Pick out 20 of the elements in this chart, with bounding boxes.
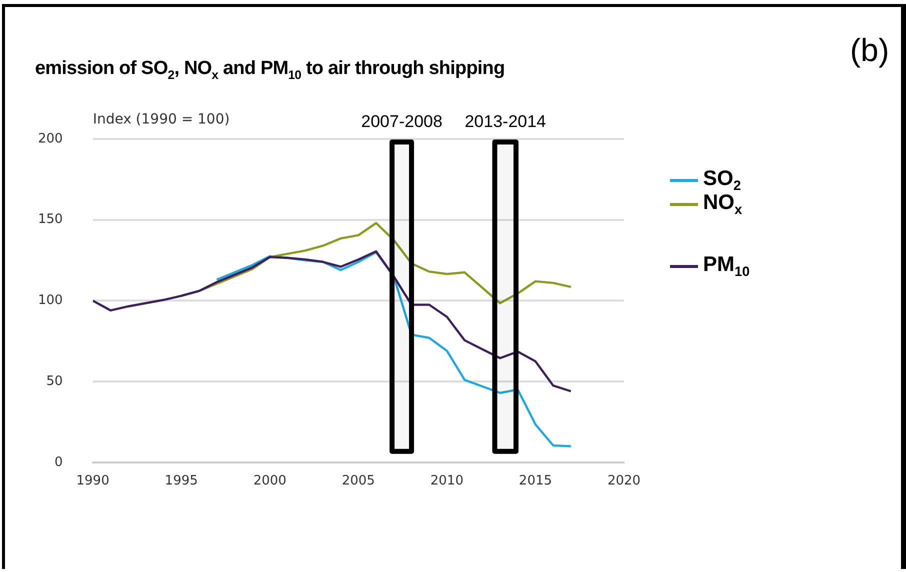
y-tick-label: 150 — [38, 212, 63, 228]
text: (b) — [850, 32, 890, 69]
y-tick-label: 50 — [46, 374, 63, 389]
x-tick-label: 2015 — [518, 474, 552, 489]
y-tick-label: 100 — [38, 293, 63, 308]
band-label: 2007-2008 — [361, 112, 442, 132]
legend-label: PM$_{10}$ — [703, 252, 750, 280]
y-axis-title: Index (1990 = 100) — [92, 112, 230, 128]
x-tick-label: 2005 — [342, 474, 375, 489]
x-tick-label: 2010 — [430, 474, 464, 489]
legend-label: NO$_{x}$ — [703, 190, 742, 218]
band-label: 2013-2014 — [464, 112, 546, 132]
legend-label: SO$_{2}$ — [703, 166, 741, 194]
x-tick-label: 1990 — [76, 474, 110, 489]
x-tick-label: 1995 — [164, 474, 198, 489]
chart-title: emission of SO$_{2}$, NO$_{x}$ and PM$_{10}$ to air through shipping — [35, 58, 505, 82]
x-tick-label: 2000 — [253, 474, 286, 489]
x-tick-label: 2020 — [607, 474, 641, 489]
y-tick-label: 200 — [38, 131, 63, 146]
y-tick-label: 0 — [54, 454, 63, 470]
